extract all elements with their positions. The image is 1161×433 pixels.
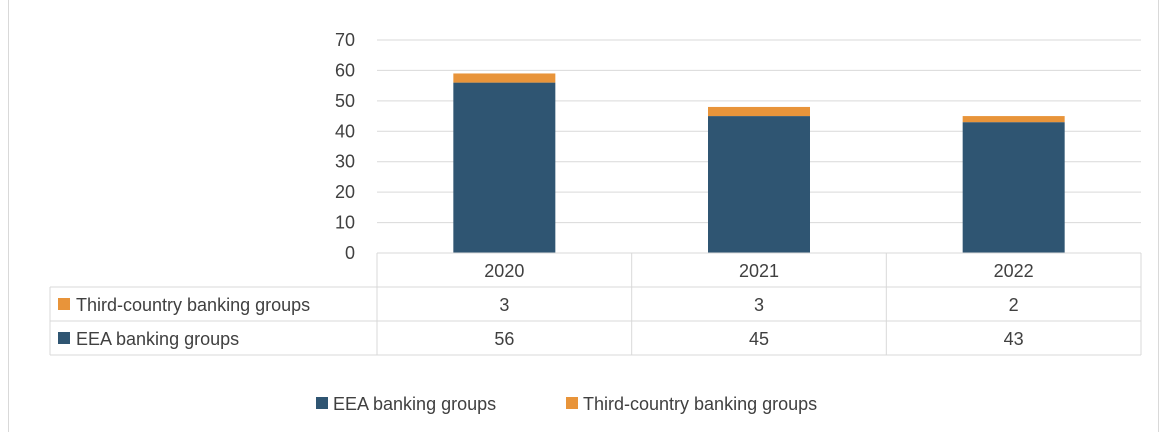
bar-eea — [453, 82, 556, 253]
legend-label: Third-country banking groups — [583, 394, 817, 414]
y-tick-label: 30 — [335, 152, 355, 172]
legend-label: EEA banking groups — [333, 394, 496, 414]
y-tick-label: 10 — [335, 213, 355, 233]
table-row-label: Third-country banking groups — [76, 295, 310, 315]
bar-eea — [708, 116, 810, 253]
y-tick-label: 0 — [345, 243, 355, 263]
bar-eea — [962, 122, 1065, 254]
table-legend-key — [58, 332, 70, 344]
table-cell: 3 — [499, 295, 509, 315]
bar-third-country — [962, 116, 1065, 123]
table-cell: 45 — [749, 329, 769, 349]
x-tick-label: 2021 — [739, 261, 779, 281]
table-cell: 43 — [1004, 329, 1024, 349]
legend-key — [566, 397, 578, 409]
x-tick-label: 2022 — [994, 261, 1034, 281]
chart-frame — [8, 0, 1159, 432]
y-tick-label: 60 — [335, 60, 355, 80]
y-tick-label: 40 — [335, 121, 355, 141]
bar-third-country — [708, 106, 810, 117]
y-tick-label: 50 — [335, 91, 355, 111]
legend-key — [316, 397, 328, 409]
table-row-label: EEA banking groups — [76, 329, 239, 349]
table-cell: 56 — [494, 329, 514, 349]
table-cell: 2 — [1009, 295, 1019, 315]
table-cell: 3 — [754, 295, 764, 315]
y-tick-label: 70 — [335, 30, 355, 50]
x-tick-label: 2020 — [484, 261, 524, 281]
bar-third-country — [453, 73, 556, 83]
y-tick-label: 20 — [335, 182, 355, 202]
table-legend-key — [58, 298, 70, 310]
